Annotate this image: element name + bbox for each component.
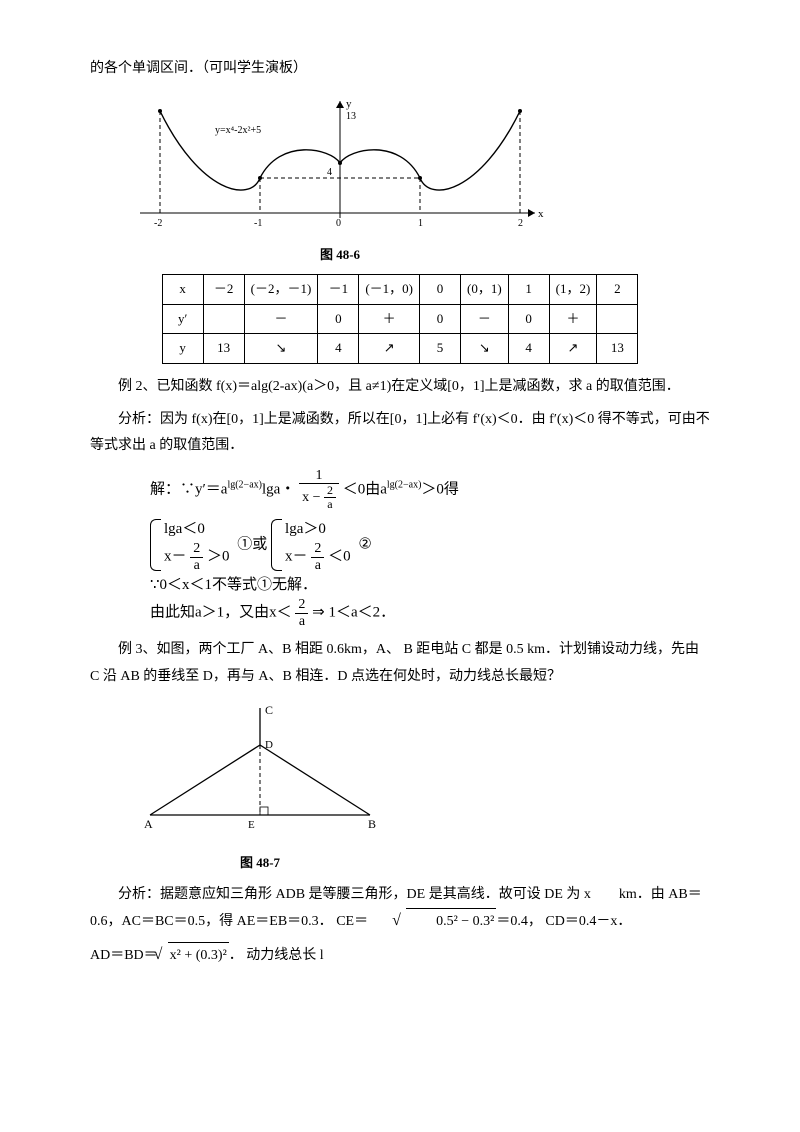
- sqrt: 0.5² − 0.3²: [368, 908, 496, 936]
- svg-text:0: 0: [336, 218, 341, 229]
- example-2-analysis: 分析：因为 f(x)在[0，1]上是减函数，所以在[0，1]上必有 f′(x)＜…: [90, 407, 710, 460]
- figure-48-7-caption: 图 48-7: [130, 851, 390, 876]
- example-3-analysis: 分析：据题意应知三角形 ADB 是等腰三角形，DE 是其高线．故可设 DE 为 …: [90, 882, 710, 936]
- svg-text:1: 1: [418, 218, 423, 229]
- para-intro: 的各个单调区间．（可叫学生演板）: [90, 56, 710, 83]
- svg-text:B: B: [368, 817, 376, 831]
- svg-text:4: 4: [327, 167, 332, 178]
- math-line: 解：∵y′＝alg(2−ax)lga・ 1 x − 2 a ＜0由alg(2−a…: [150, 468, 710, 512]
- math-line: ∵0＜x＜1不等式①无解．: [150, 573, 710, 597]
- svg-text:x: x: [538, 208, 544, 220]
- svg-text:y: y: [346, 98, 352, 110]
- brace-system: lga＞0 x－ 2a ＜0: [271, 517, 351, 573]
- svg-text:y=x⁴-2x²+5: y=x⁴-2x²+5: [215, 125, 261, 136]
- svg-text:C: C: [265, 703, 273, 717]
- example-2-math: 解：∵y′＝alg(2−ax)lga・ 1 x − 2 a ＜0由alg(2−a…: [150, 468, 710, 629]
- figure-48-6: x y 13 4 -2 -1 0 1: [130, 93, 710, 268]
- brace-system: lga＜0 x－ 2a ＞0: [150, 517, 230, 573]
- table-row: x －2 (－2，－1) －1 (－1，0) 0 (0，1) 1 (1，2) 2: [162, 274, 638, 304]
- example-2-title: 例 2、已知函数 f(x)＝alg(2-ax)(a＞0，且 a≠1)在定义域[0…: [90, 374, 710, 401]
- math-line: lga＜0 x－ 2a ＞0 ①或 lga＞0 x－ 2a ＜0 ②: [150, 517, 710, 573]
- table-row: y 13 ↘ 4 ↗ 5 ↘ 4 ↗ 13: [162, 334, 638, 364]
- triangle-svg: A B C D E: [130, 700, 390, 840]
- table-row: y′ － 0 ＋ 0 － 0 ＋: [162, 304, 638, 334]
- sqrt: x² + (0.3)²: [158, 942, 229, 970]
- svg-text:-2: -2: [154, 218, 162, 229]
- fraction: 1 x − 2 a: [299, 468, 339, 512]
- example-3-title: 例 3、如图，两个工厂 A、B 相距 0.6km，A、 B 距电站 C 都是 0…: [90, 637, 710, 690]
- svg-text:E: E: [248, 819, 255, 831]
- svg-text:13: 13: [346, 111, 356, 122]
- svg-text:-1: -1: [254, 218, 262, 229]
- svg-text:D: D: [265, 739, 273, 751]
- page: 的各个单调区间．（可叫学生演板） x y 13 4: [0, 0, 800, 1132]
- example-3-line2: AD＝BD＝x² + (0.3)²． 动力线总长 l: [90, 942, 710, 970]
- monotone-table: x －2 (－2，－1) －1 (－1，0) 0 (0，1) 1 (1，2) 2…: [162, 274, 639, 364]
- figure-48-6-caption: 图 48-6: [130, 243, 550, 268]
- figure-48-7: A B C D E 图 48-7: [130, 700, 710, 875]
- svg-text:A: A: [144, 817, 153, 831]
- curve-graph-svg: x y 13 4 -2 -1 0 1: [130, 93, 550, 233]
- math-line: 由此知a＞1，又由x＜ 2a ⇒ 1＜a＜2．: [150, 597, 710, 629]
- svg-text:2: 2: [518, 218, 523, 229]
